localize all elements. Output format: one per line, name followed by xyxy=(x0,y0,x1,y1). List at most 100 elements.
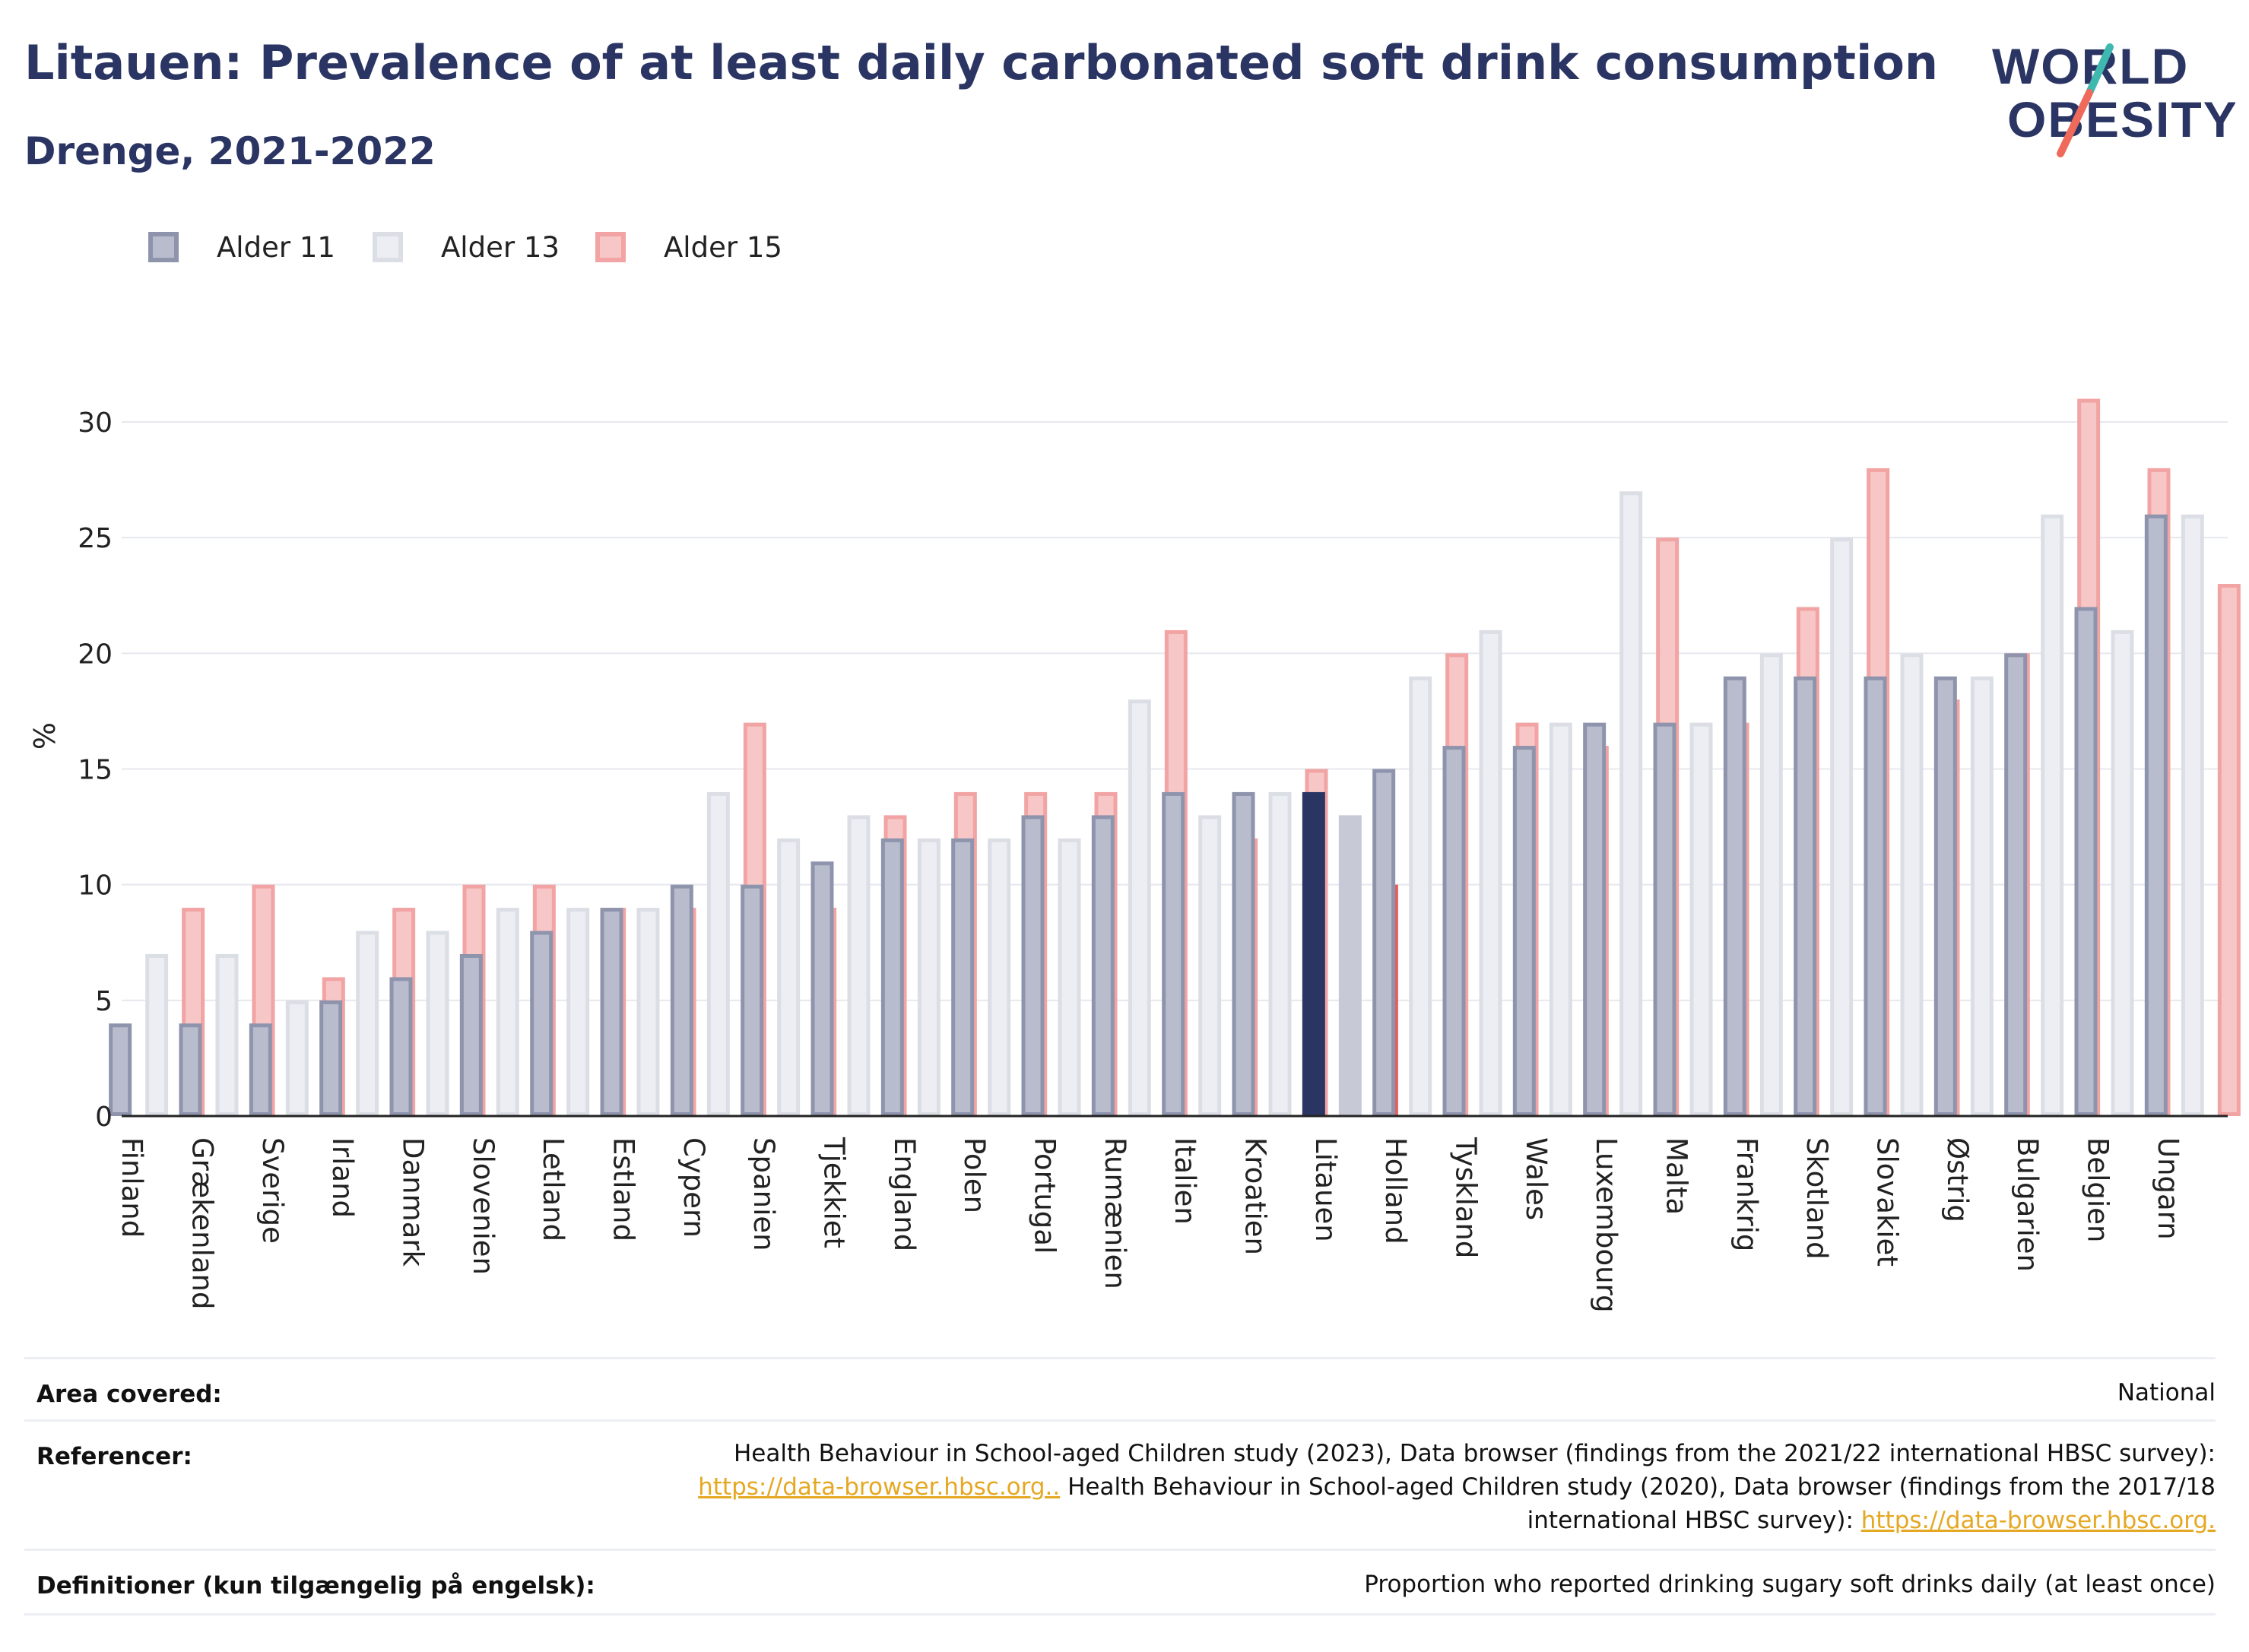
axes: 0 5 10 15 20 25 30% Finland Grækenland Sverige Irl… xyxy=(28,407,2228,1313)
y-tick-label: 30 xyxy=(78,407,113,439)
y-tick-label: 10 xyxy=(78,870,113,902)
bar-bulgarien-age11 xyxy=(2004,653,2028,1117)
x-tick-label: Slovakiet xyxy=(1871,1137,1904,1267)
x-tick-label: Belgien xyxy=(2082,1137,2114,1242)
bar-slovenien-age13 xyxy=(496,908,519,1116)
bar-belgien-age11 xyxy=(2074,607,2098,1116)
bar-skotland-age11 xyxy=(1794,676,1817,1116)
footer-row-references: Referencer: Health Behaviour in School-a… xyxy=(24,1419,2216,1551)
x-tick-label: Skotland xyxy=(1800,1137,1833,1260)
bar-sverige-age11 xyxy=(249,1023,272,1116)
references-line-2: https://data-browser.hbsc.org.. Health B… xyxy=(698,1470,2216,1504)
logo-slash-teal xyxy=(2086,43,2114,97)
bar-holland-age11 xyxy=(1372,769,1396,1116)
bar-italien-age11 xyxy=(1162,791,1185,1117)
y-tick-label: 25 xyxy=(78,523,113,554)
bar-østrig-age11 xyxy=(1933,676,1957,1116)
bar-malta-age11 xyxy=(1653,722,1676,1116)
bar-slovenien-age11 xyxy=(459,953,483,1117)
bar-danmark-age13 xyxy=(426,931,449,1116)
bar-luxembourg-age13 xyxy=(1619,491,1643,1116)
area-value: National xyxy=(2117,1379,2216,1406)
legend-label-age11: Alder 11 xyxy=(217,230,335,264)
bar-malta-age13 xyxy=(1689,722,1713,1116)
chart-title: Litauen: Prevalence of at least daily ca… xyxy=(24,35,1939,90)
x-tick-label: Grækenland xyxy=(186,1137,219,1309)
bar-ungarn-age11 xyxy=(2144,514,2168,1116)
references-value: Health Behaviour in School-aged Children… xyxy=(698,1437,2216,1537)
x-tick-label: Polen xyxy=(958,1137,991,1213)
x-tick-label: Estland xyxy=(607,1137,640,1241)
bar-spanien-age11 xyxy=(741,884,764,1117)
bar-tjekkiet-age11 xyxy=(810,861,834,1116)
x-tick-label: Litauen xyxy=(1309,1137,1342,1242)
legend-label-age13: Alder 13 xyxy=(441,230,560,264)
y-tick-label: 5 xyxy=(95,986,113,1017)
footer-row-area: Area covered: National xyxy=(24,1357,2216,1422)
bar-sverige-age13 xyxy=(285,1000,309,1116)
bar-england-age13 xyxy=(917,838,941,1116)
legend-swatch-age13 xyxy=(373,232,403,262)
y-tick-label: 20 xyxy=(78,639,113,670)
legend-item-age13[interactable]: Alder 13 xyxy=(373,224,560,270)
legend-swatch-age11 xyxy=(148,232,179,262)
x-tick-label: Irland xyxy=(326,1137,359,1218)
bar-grækenland-age13 xyxy=(215,953,239,1117)
bar-østrig-age13 xyxy=(1970,676,1994,1116)
bar-frankrig-age13 xyxy=(1759,653,1783,1117)
x-tick-label: Ungarn xyxy=(2152,1137,2184,1240)
references-line-2-text: Health Behaviour in School-aged Children… xyxy=(1060,1473,2216,1501)
bar-slovakiet-age13 xyxy=(1900,653,1924,1117)
x-tick-label: Finland xyxy=(116,1137,148,1238)
x-tick-label: Rumænien xyxy=(1099,1137,1131,1289)
legend-label-age15: Alder 15 xyxy=(664,230,782,264)
bar-tyskland-age11 xyxy=(1442,746,1466,1116)
bar-ungarn-age15 xyxy=(2217,584,2241,1116)
references-line-1: Health Behaviour in School-aged Children… xyxy=(734,1440,2216,1467)
bar-estland-age13 xyxy=(636,908,660,1116)
x-tick-label: Bulgarien xyxy=(2011,1137,2044,1272)
references-line-3: international HBSC survey): https://data… xyxy=(698,1504,2216,1537)
bar-kroatien-age11 xyxy=(1232,791,1255,1117)
bar-rumænien-age13 xyxy=(1128,699,1151,1116)
bar-frankrig-age11 xyxy=(1723,676,1746,1116)
bar-skotland-age13 xyxy=(1830,537,1854,1116)
legend-item-age11[interactable]: Alder 11 xyxy=(148,224,335,270)
references-link-1[interactable]: https://data-browser.hbsc.org.. xyxy=(698,1473,1061,1501)
definitions-label: Definitioner (kun tilgængelig på engelsk… xyxy=(36,1572,595,1600)
x-tick-label: Sverige xyxy=(256,1137,289,1244)
logo-word-obesity: OBESITY xyxy=(2007,91,2235,147)
definitions-value: Proportion who reported drinking sugary … xyxy=(1364,1571,2216,1598)
references-link-2[interactable]: https://data-browser.hbsc.org. xyxy=(1860,1507,2216,1534)
bar-polen-age13 xyxy=(988,838,1011,1116)
bar-rumænien-age11 xyxy=(1091,815,1115,1116)
x-tick-label: Østrig xyxy=(1941,1137,1974,1222)
legend-item-age15[interactable]: Alder 15 xyxy=(595,224,782,270)
x-tick-label: Luxembourg xyxy=(1590,1137,1623,1313)
bar-estland-age11 xyxy=(600,908,623,1116)
x-tick-label: Danmark xyxy=(397,1137,430,1267)
references-label: Referencer: xyxy=(36,1443,192,1470)
bar-cypern-age13 xyxy=(706,791,730,1117)
bar-tjekkiet-age13 xyxy=(847,815,871,1116)
bar-england-age11 xyxy=(880,838,904,1116)
x-tick-label: Malta xyxy=(1661,1137,1693,1215)
bar-irland-age13 xyxy=(356,931,379,1116)
bar-italien-age13 xyxy=(1198,815,1222,1116)
bar-letland-age13 xyxy=(566,908,590,1116)
bar-litauen-age11 xyxy=(1302,791,1325,1116)
bar-wales-age11 xyxy=(1512,746,1536,1116)
x-tick-label: Letland xyxy=(537,1137,569,1241)
bar-slovakiet-age11 xyxy=(1864,676,1887,1116)
area-label: Area covered: xyxy=(36,1381,222,1408)
chart-subtitle: Drenge, 2021-2022 xyxy=(24,129,436,173)
x-tick-label: Holland xyxy=(1379,1137,1412,1245)
y-tick-label: 15 xyxy=(78,755,113,786)
bar-tyskland-age13 xyxy=(1479,629,1502,1116)
legend-swatch-age15 xyxy=(595,232,626,262)
bar-kroatien-age13 xyxy=(1268,791,1292,1117)
x-tick-label: Portugal xyxy=(1029,1137,1061,1254)
bar-polen-age11 xyxy=(951,838,975,1116)
bar-chart: 0 5 10 15 20 25 30% Finland Grækenland Sverige Irl… xyxy=(28,398,2241,1313)
bar-holland-age13 xyxy=(1409,676,1432,1116)
